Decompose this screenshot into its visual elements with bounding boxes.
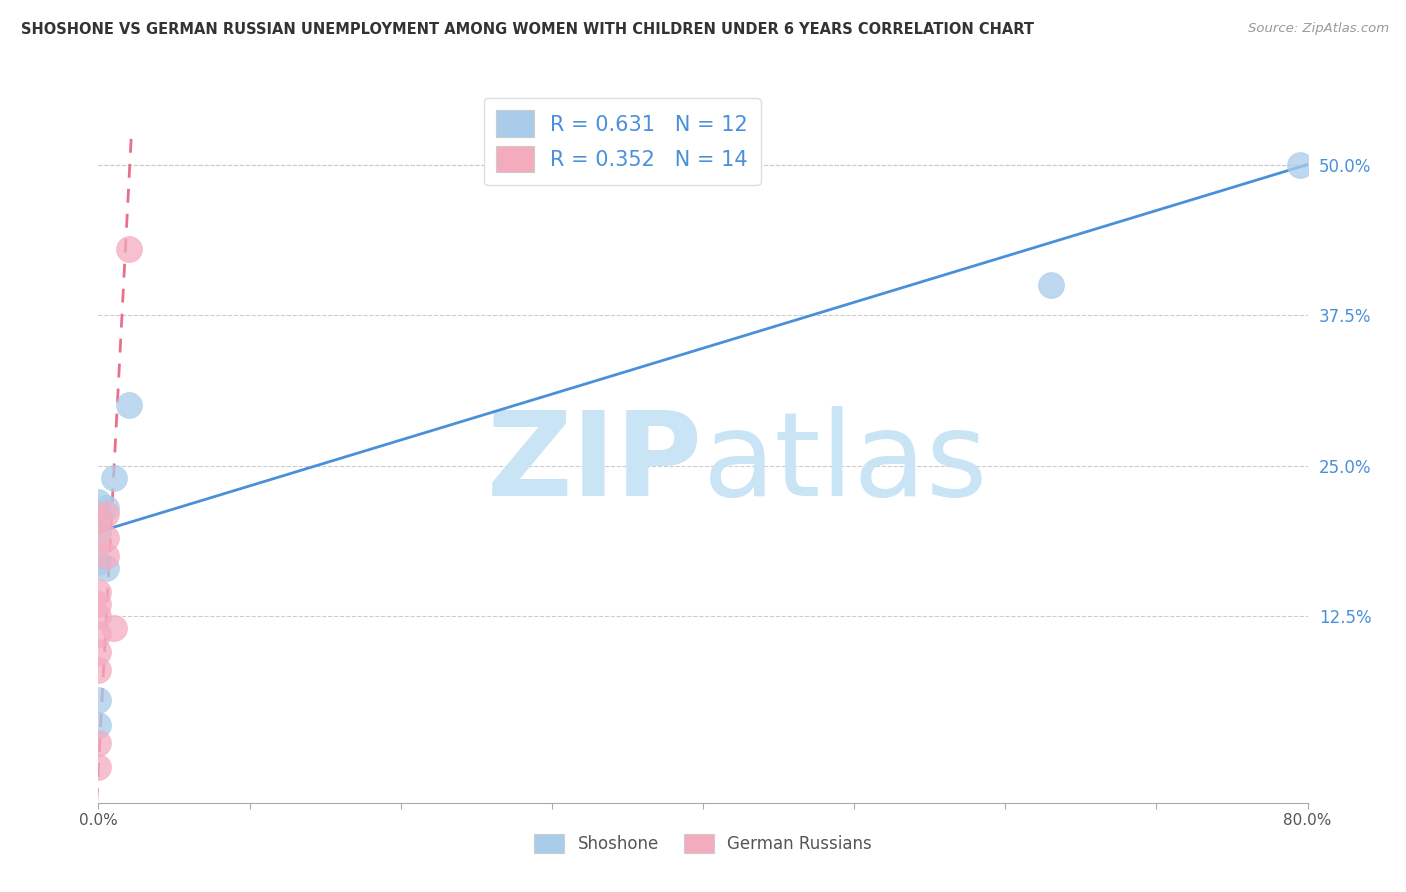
Point: [118, 398, 141, 412]
Point: [94, 561, 117, 575]
Text: atlas: atlas: [703, 406, 988, 521]
Point: [94, 507, 117, 521]
Point: [87, 664, 110, 678]
Point: [87, 760, 110, 774]
Legend: Shoshone, German Russians: Shoshone, German Russians: [527, 827, 879, 860]
Point: [87, 597, 110, 611]
Point: [1039, 277, 1062, 292]
Point: [94, 549, 117, 563]
Text: Source: ZipAtlas.com: Source: ZipAtlas.com: [1249, 22, 1389, 36]
Point: [87, 524, 110, 539]
Point: [103, 621, 125, 635]
Point: [87, 609, 110, 624]
Point: [87, 627, 110, 641]
Text: ZIP: ZIP: [486, 406, 703, 521]
Point: [87, 645, 110, 659]
Point: [87, 494, 110, 508]
Point: [87, 585, 110, 599]
Point: [94, 531, 117, 545]
Point: [94, 500, 117, 515]
Point: [87, 735, 110, 749]
Point: [1289, 157, 1312, 171]
Point: [87, 513, 110, 527]
Point: [87, 507, 110, 521]
Point: [118, 242, 141, 256]
Point: [103, 471, 125, 485]
Text: SHOSHONE VS GERMAN RUSSIAN UNEMPLOYMENT AMONG WOMEN WITH CHILDREN UNDER 6 YEARS : SHOSHONE VS GERMAN RUSSIAN UNEMPLOYMENT …: [21, 22, 1033, 37]
Point: [87, 693, 110, 707]
Point: [87, 555, 110, 569]
Point: [87, 717, 110, 731]
